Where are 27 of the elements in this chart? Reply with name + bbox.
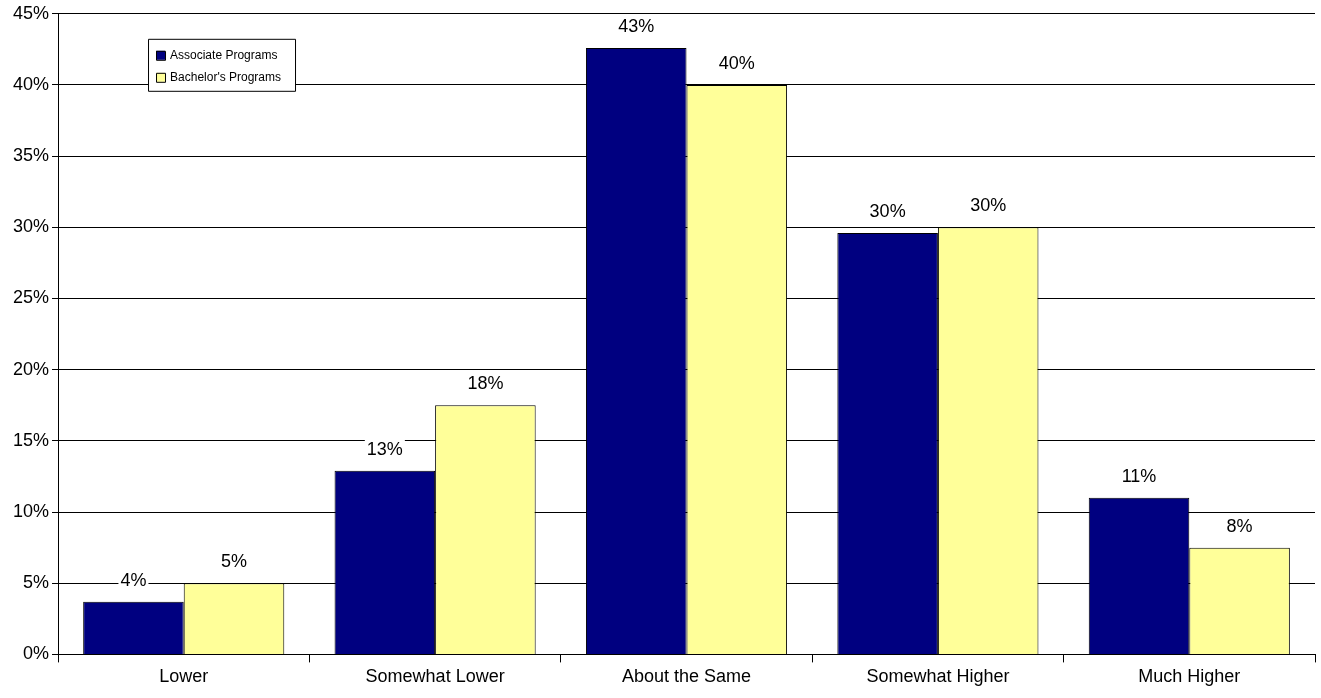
y-tick-label: 10% [13, 501, 50, 522]
y-tick-label: 20% [13, 358, 50, 379]
y-tick-label: 40% [13, 73, 50, 94]
y-tick-label: 25% [13, 287, 50, 308]
data-label: 5% [220, 551, 248, 572]
data-label: 30% [869, 201, 906, 221]
x-tick-label: Somewhat Higher [866, 666, 1010, 687]
data-label: 40% [718, 52, 755, 73]
legend-label: Bachelor's Programs [170, 70, 282, 85]
data-label: 43% [618, 15, 655, 36]
legend-label: Associate Programs [170, 48, 278, 63]
y-tick-label: 0% [23, 643, 50, 664]
y-tick-label: 5% [23, 572, 50, 593]
x-tick-label: Somewhat Lower [365, 666, 505, 687]
x-tick-label: Lower [159, 666, 209, 687]
y-tick-label: 30% [13, 216, 50, 237]
y-tick-label: 15% [13, 429, 50, 450]
data-label: 30% [970, 195, 1007, 216]
data-label: 11% [1121, 465, 1157, 486]
y-tick-label: 35% [13, 145, 50, 166]
data-label: 13% [366, 438, 403, 459]
data-label: 4% [120, 569, 147, 590]
x-tick-label: About the Same [621, 666, 752, 687]
y-tick-label: 45% [13, 2, 50, 23]
data-label: 18% [467, 373, 504, 394]
data-label: 8% [1226, 515, 1253, 536]
x-tick-label: Much Higher [1138, 666, 1241, 687]
